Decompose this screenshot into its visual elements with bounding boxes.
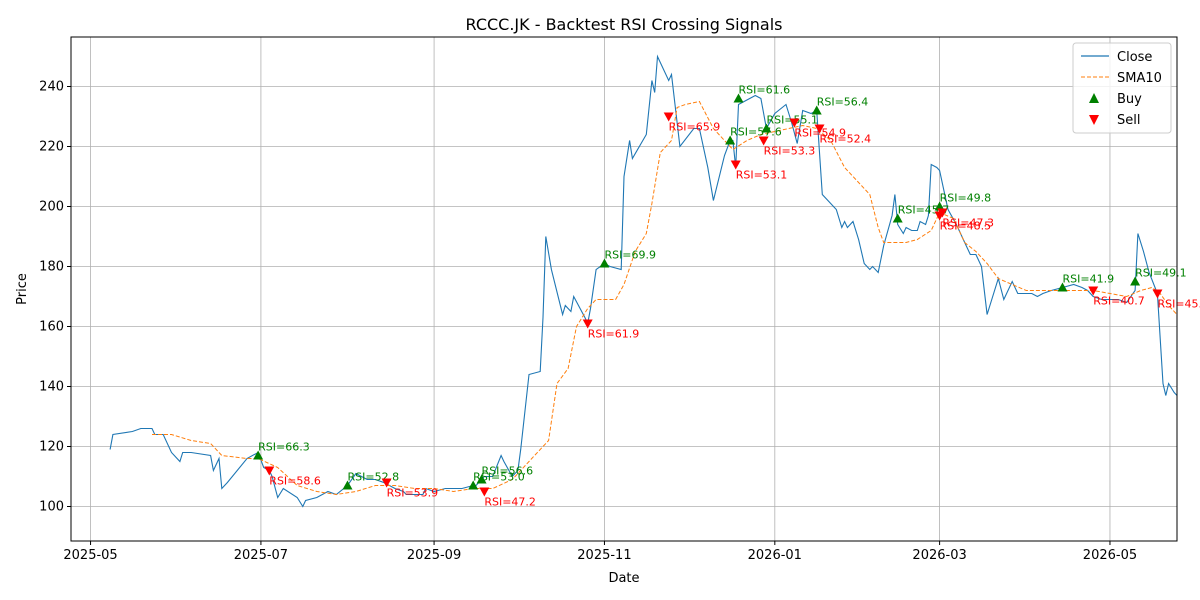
y-axis-label: Price <box>15 273 30 305</box>
legend-sell-label: Sell <box>1117 113 1140 128</box>
x-axis-label: Date <box>608 571 639 586</box>
buy-marker <box>1057 282 1068 292</box>
x-tick-label: 2026-01 <box>748 548 802 563</box>
sell-marker <box>264 466 275 476</box>
y-tick-label: 140 <box>39 380 64 395</box>
sell-marker <box>758 136 769 146</box>
sell-label: RSI=47.2 <box>484 496 536 509</box>
sell-label: RSI=40.7 <box>1093 295 1145 308</box>
buy-label: RSI=66.3 <box>258 441 310 454</box>
sell-marker <box>937 208 948 218</box>
sell-marker <box>789 118 800 128</box>
sell-label: RSI=53.1 <box>736 169 788 182</box>
legend-sell-marker <box>1089 115 1099 125</box>
buy-label: RSI=56.4 <box>817 96 869 109</box>
sell-label: RSI=58.6 <box>269 475 321 488</box>
sell-marker <box>1152 289 1163 299</box>
buy-label: RSI=53.0 <box>473 471 525 484</box>
buy-marker <box>733 93 744 103</box>
buy-label: RSI=57.6 <box>730 126 782 139</box>
legend-buy-label: Buy <box>1117 92 1142 107</box>
y-tick-label: 180 <box>39 260 64 275</box>
sell-label: RSI=45.0 <box>1157 298 1200 311</box>
buy-marker <box>468 480 479 490</box>
buy-label: RSI=49.8 <box>940 192 992 205</box>
buy-label: RSI=61.6 <box>739 84 791 97</box>
sell-label: RSI=48.5 <box>940 220 992 233</box>
sell-marker <box>381 478 392 488</box>
buy-marker <box>1130 276 1141 286</box>
legend-sma-label: SMA10 <box>1117 71 1162 86</box>
sell-marker <box>730 160 741 170</box>
buy-label: RSI=41.9 <box>1062 273 1114 286</box>
sell-label: RSI=52.4 <box>820 133 872 146</box>
buy-label: RSI=69.9 <box>604 249 656 262</box>
x-tick-label: 2025-07 <box>234 548 288 563</box>
sell-label: RSI=53.3 <box>764 145 816 158</box>
sell-marker <box>814 124 825 134</box>
y-tick-label: 240 <box>39 80 64 95</box>
buy-marker <box>934 201 945 211</box>
sell-label: RSI=65.9 <box>669 121 721 134</box>
x-tick-label: 2026-03 <box>912 548 966 563</box>
legend: Close SMA10 Buy Sell <box>1072 42 1172 134</box>
grid-lines <box>71 37 1177 541</box>
buy-marker <box>892 213 903 223</box>
y-tick-label: 160 <box>39 320 64 335</box>
y-tick-label: 200 <box>39 200 64 215</box>
buy-marker <box>476 474 487 484</box>
sell-label: RSI=47.3 <box>942 217 994 230</box>
sell-marker <box>582 319 593 329</box>
y-tick-label: 100 <box>39 500 64 515</box>
sma10-series-line <box>152 100 1177 496</box>
buy-label: RSI=49.1 <box>1135 267 1187 280</box>
buy-marker <box>761 123 772 133</box>
x-tick-label: 2026-05 <box>1083 548 1137 563</box>
legend-box <box>1072 42 1172 134</box>
chart-title: RCCC.JK - Backtest RSI Crossing Signals <box>466 15 783 34</box>
sell-label: RSI=61.9 <box>588 328 640 341</box>
sell-marker <box>663 112 674 122</box>
buy-label: RSI=52.8 <box>348 471 400 484</box>
x-tick-label: 2025-09 <box>407 548 461 563</box>
plot-frame <box>70 36 1178 542</box>
buy-marker <box>811 105 822 115</box>
x-axis: 2025-05 2025-07 2025-09 2025-11 2026-01 2026-… <box>63 541 1137 563</box>
buy-marker <box>725 135 736 145</box>
buy-marker <box>599 258 610 268</box>
sell-marker <box>479 487 490 497</box>
buy-marker <box>253 450 264 460</box>
sell-marker <box>1088 286 1099 296</box>
x-tick-label: 2025-05 <box>63 548 117 563</box>
y-tick-label: 220 <box>39 140 64 155</box>
x-tick-label: 2025-11 <box>577 548 631 563</box>
series-layer <box>109 54 1177 508</box>
buy-label: RSI=56.6 <box>482 465 534 478</box>
y-tick-label: 120 <box>39 440 64 455</box>
sell-label: RSI=53.9 <box>387 487 439 500</box>
legend-close-label: Close <box>1117 50 1152 65</box>
legend-buy-marker <box>1089 93 1099 103</box>
y-axis: 100 120 140 160 180 200 220 240 <box>39 80 71 515</box>
close-series-line <box>109 54 1177 508</box>
buy-marker <box>342 480 353 490</box>
sell-label: RSI=54.9 <box>794 127 846 140</box>
